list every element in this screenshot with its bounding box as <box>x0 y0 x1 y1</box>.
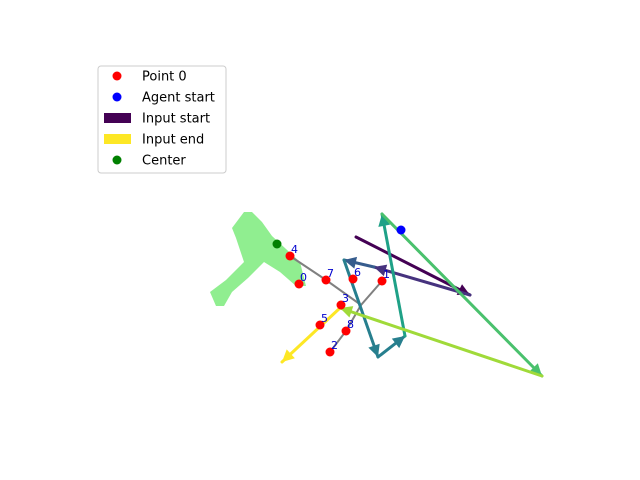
point-marker <box>285 251 295 261</box>
point-label: 4 <box>291 243 298 256</box>
input-arrow-head <box>368 343 380 357</box>
input-arrow-head <box>340 306 354 318</box>
point-marker <box>341 326 351 336</box>
connector-line <box>289 255 383 307</box>
legend-label: Point 0 <box>142 70 187 85</box>
point-label: 2 <box>331 339 338 352</box>
legend-marker-icon <box>112 92 122 102</box>
input-arrow-shaft <box>380 212 407 338</box>
point-label: 1 <box>383 268 390 281</box>
agent-start-marker <box>396 225 406 235</box>
point-label: 7 <box>327 267 334 280</box>
input-arrow-shaft <box>380 212 544 378</box>
input-arrow-head <box>529 363 542 376</box>
input-arrow-head <box>374 264 388 277</box>
points-layer: 0 1 2 3 4 5 6 7 8 <box>285 243 390 357</box>
legend-label: Center <box>142 154 186 169</box>
point-label: 5 <box>321 312 328 325</box>
point-marker <box>294 279 304 289</box>
input-arrow-head <box>391 336 405 349</box>
center-marker <box>272 239 282 249</box>
point-marker <box>321 275 331 285</box>
input-arrow-shaft <box>372 265 472 297</box>
point-marker <box>348 274 358 284</box>
legend-frame <box>97 65 227 174</box>
region-area <box>210 212 306 306</box>
legend-marker-icon <box>112 71 122 81</box>
legend-patch-icon <box>104 134 131 144</box>
input-arrow-shaft <box>338 306 544 378</box>
point-label: 0 <box>300 271 307 284</box>
legend-marker-icon <box>112 155 122 165</box>
point-marker <box>336 300 346 310</box>
point-marker <box>325 347 335 357</box>
legend-label: Input start <box>142 112 210 127</box>
input-arrow-head <box>282 349 295 362</box>
input-arrows <box>280 212 544 378</box>
legend: Point 0 Agent start Input start Input end Ce… <box>97 65 227 174</box>
point-marker <box>315 320 325 330</box>
input-arrow-head <box>344 256 358 269</box>
point-label: 6 <box>354 266 361 279</box>
point-label: 8 <box>347 318 354 331</box>
legend-patch-icon <box>104 113 131 123</box>
legend-label: Input end <box>142 133 204 148</box>
point-label: 3 <box>342 292 349 305</box>
input-arrow-head <box>378 214 391 227</box>
legend-label: Agent start <box>142 91 215 106</box>
point-marker <box>377 276 387 286</box>
input-arrow-shaft <box>280 306 342 364</box>
